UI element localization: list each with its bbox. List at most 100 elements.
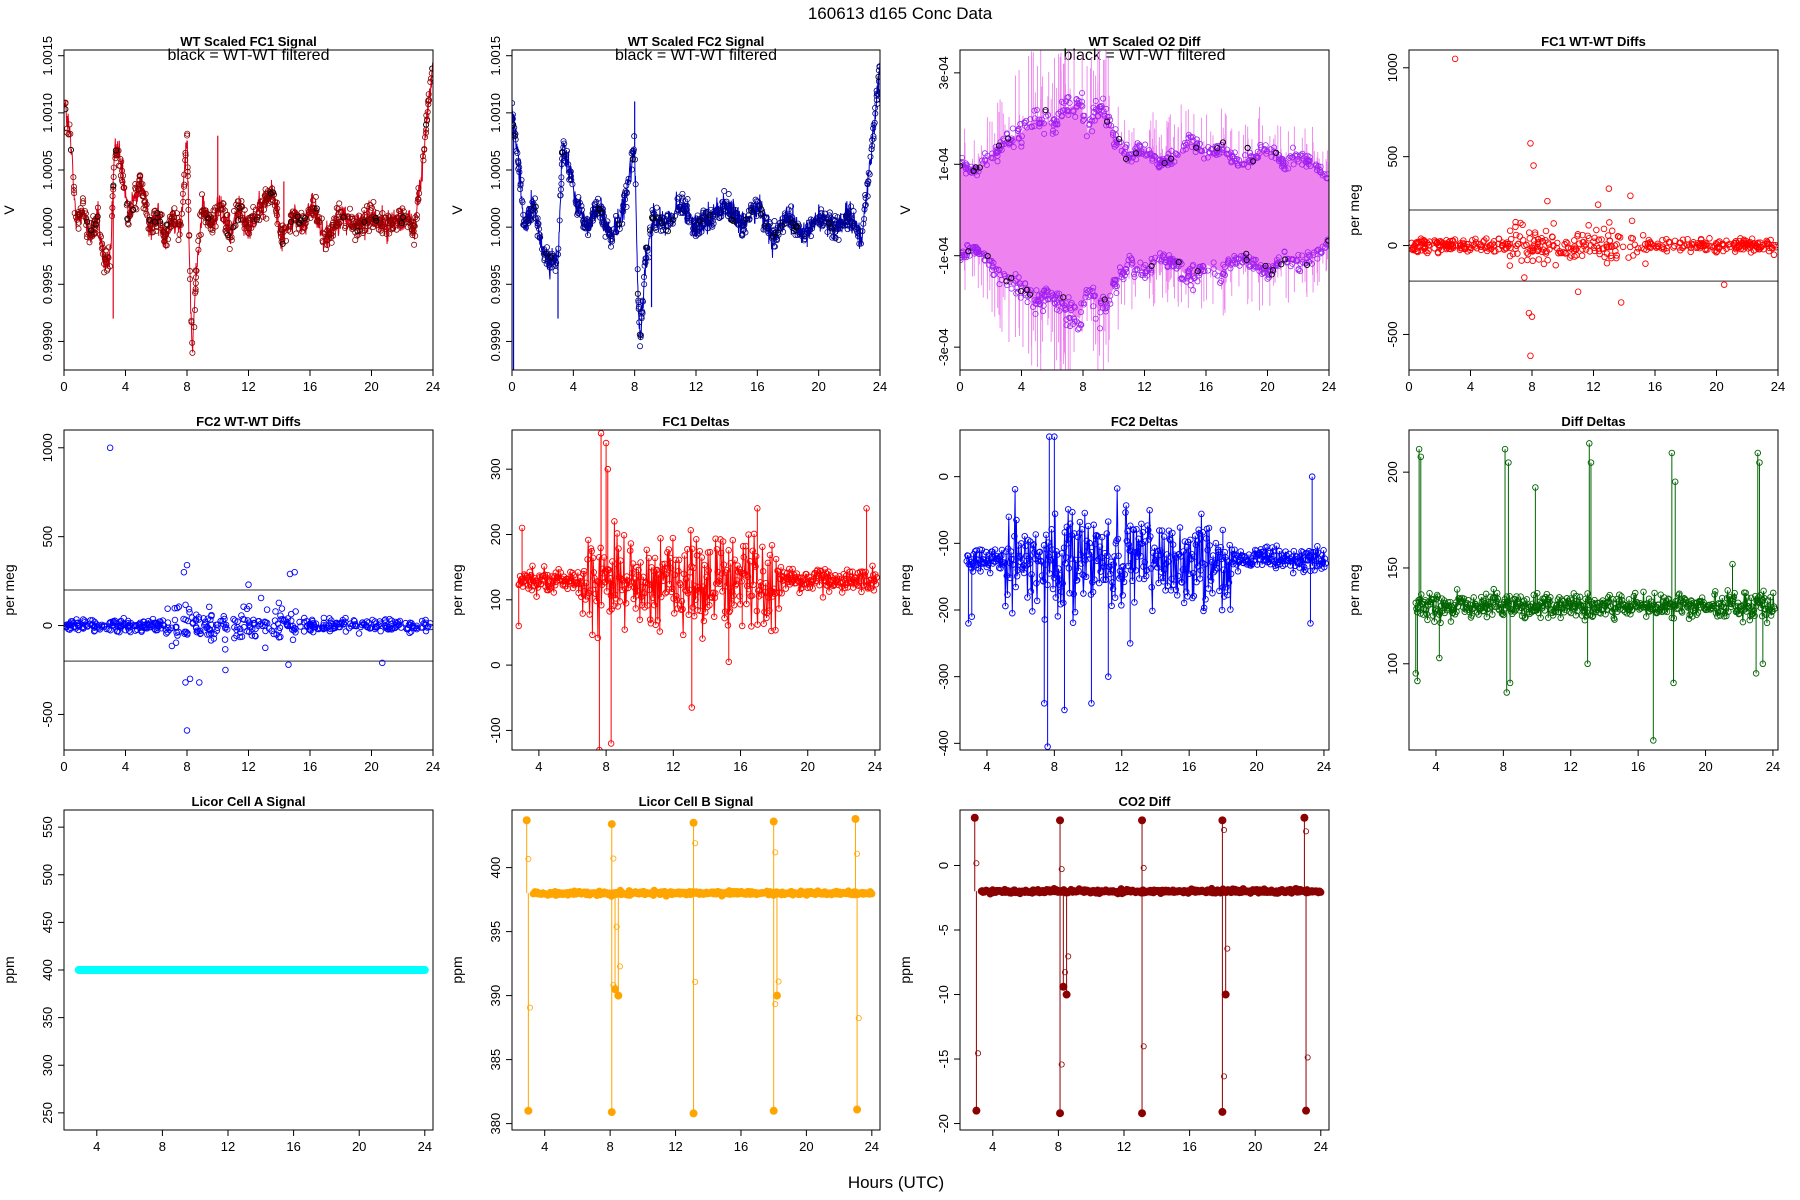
- data-point: [118, 158, 125, 165]
- data-point: [184, 132, 191, 139]
- data-point: [519, 199, 526, 206]
- data-point: [1012, 271, 1019, 278]
- panel-frame: [959, 429, 1330, 751]
- x-tick-label: 4: [535, 759, 542, 774]
- data-point: [287, 617, 295, 624]
- data-point: [371, 625, 379, 633]
- data-point: [1085, 288, 1092, 295]
- data-point: [1101, 112, 1108, 119]
- data-point: [972, 245, 979, 252]
- data-point: [188, 317, 195, 324]
- data-point: [157, 210, 164, 217]
- data-point: [1004, 131, 1011, 138]
- data-point: [296, 618, 303, 626]
- data-point: [1050, 122, 1057, 129]
- data-point: [1031, 115, 1038, 122]
- data-point: [156, 618, 163, 625]
- x-tick-label: 0: [1405, 379, 1412, 394]
- data-point: [989, 155, 996, 162]
- data-point: [1518, 257, 1525, 264]
- data-point: [80, 198, 87, 205]
- data-point: [1548, 233, 1556, 240]
- data-point: [300, 214, 307, 221]
- filtered-point: [649, 214, 656, 221]
- panel-ylabel: V: [1, 205, 17, 215]
- data-point: [1489, 240, 1496, 247]
- data-point: [422, 134, 429, 141]
- data-point: [543, 244, 550, 251]
- data-point: [1601, 253, 1608, 261]
- data-point: [1477, 246, 1485, 254]
- data-point: [694, 231, 701, 238]
- data-point: [1310, 252, 1317, 259]
- outlier-point: [186, 675, 194, 683]
- data-point: [1038, 292, 1045, 299]
- data-point: [864, 181, 871, 188]
- data-point: [1740, 239, 1747, 247]
- data-point: [327, 234, 334, 241]
- data-point: [140, 192, 147, 199]
- data-point: [1210, 259, 1217, 266]
- filtered-point: [234, 217, 241, 224]
- plot-area: [512, 60, 880, 370]
- data-point: [1579, 246, 1586, 253]
- y-tick-label: 1.0010: [488, 93, 503, 133]
- data-point: [804, 229, 811, 236]
- filtered-point: [984, 252, 991, 260]
- data-point: [323, 235, 330, 242]
- data-point: [277, 616, 285, 623]
- data-point: [369, 216, 376, 223]
- data-point: [1321, 171, 1328, 178]
- panel-annotation: black = WT-WT filtered: [615, 47, 777, 64]
- data-point: [65, 131, 72, 138]
- data-point: [962, 160, 969, 167]
- data-point: [1079, 89, 1086, 96]
- data-point: [826, 212, 833, 219]
- data-point: [97, 231, 104, 238]
- data-point: [381, 214, 388, 221]
- x-tick-label: 20: [1249, 759, 1263, 774]
- data-point: [1231, 149, 1238, 156]
- data-point: [273, 207, 280, 214]
- y-tick-label: -300: [936, 664, 951, 690]
- data-point: [1113, 142, 1120, 149]
- data-point: [1607, 252, 1615, 259]
- filtered-point: [1250, 158, 1257, 165]
- filtered-point: [976, 164, 983, 171]
- filtered-point: [253, 216, 260, 223]
- data-point: [427, 623, 433, 631]
- x-tick-label: 24: [426, 759, 440, 774]
- data-point: [1744, 245, 1752, 252]
- data-point: [1010, 144, 1017, 151]
- filtered-point: [146, 216, 153, 224]
- outlier-point: [1594, 201, 1602, 208]
- x-tick-label: 24: [1771, 379, 1785, 394]
- data-point: [133, 622, 141, 630]
- data-point: [1018, 143, 1025, 150]
- data-point: [1758, 243, 1765, 251]
- data-point: [1024, 299, 1031, 306]
- data-point: [303, 617, 310, 625]
- data-point: [631, 133, 638, 140]
- extreme-point: [754, 505, 761, 512]
- data-point: [234, 623, 241, 631]
- data-point: [1123, 141, 1130, 148]
- data-point: [653, 223, 660, 230]
- data-point: [345, 624, 353, 632]
- data-point: [199, 191, 206, 198]
- filtered-point: [361, 218, 368, 226]
- data-point: [1723, 245, 1730, 252]
- y-tick-label: 1.0005: [40, 150, 55, 190]
- x-tick-label: 12: [241, 759, 255, 774]
- data-point: [855, 233, 862, 240]
- data-point: [172, 639, 180, 647]
- data-point: [1112, 126, 1119, 133]
- filtered-point: [112, 147, 119, 154]
- data-point: [1186, 266, 1193, 273]
- data-point: [182, 601, 189, 609]
- data-point: [109, 204, 116, 211]
- x-tick-label: 12: [666, 759, 680, 774]
- data-point: [303, 622, 311, 630]
- data-point: [1543, 247, 1550, 255]
- y-tick-label: 1.0015: [40, 36, 55, 76]
